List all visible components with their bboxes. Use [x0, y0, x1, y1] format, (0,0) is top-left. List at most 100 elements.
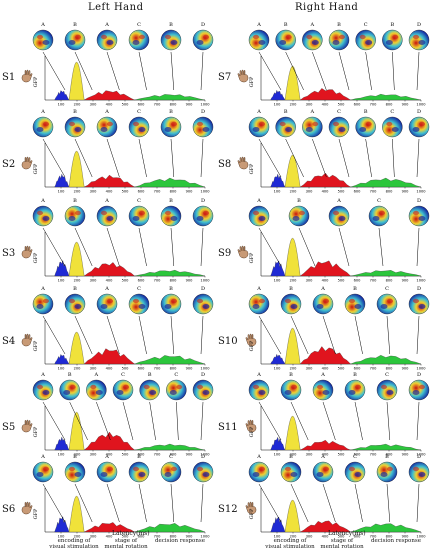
- topomap-letter: B: [364, 109, 368, 115]
- subject-panel-s3: S3 A B A C B D GFP 100 200 300 400 500 600 700 800 900 10…: [0, 196, 214, 282]
- topomap-letter: B: [148, 372, 152, 378]
- pointer-arrow: [338, 138, 350, 178]
- pointer-arrow: [290, 401, 309, 441]
- topomap-letter: A: [94, 372, 99, 378]
- segment-yellow: [68, 61, 85, 101]
- topomap-0: [248, 379, 270, 401]
- latency-label: Latency(ms): [112, 530, 150, 537]
- topomap-letter: B: [169, 109, 173, 115]
- segment-green: [134, 523, 206, 533]
- x-tick-label: 400: [322, 453, 330, 457]
- topomap-3: [344, 379, 366, 401]
- pointer-arrow: [106, 51, 120, 91]
- subject-panel-s2: S2 A B A C B D GFP 100 200 300 400 500 600 700 800 900 10…: [0, 107, 214, 193]
- topomap-3: [344, 293, 366, 315]
- segment-yellow: [284, 154, 301, 188]
- subject-panel-s12: S12 A B A C B D GFP 100 200 300 400 500 600 700 800 900 1…: [216, 452, 430, 538]
- segment-blue: [270, 260, 286, 277]
- segment-yellow: [68, 495, 85, 533]
- pointer-arrow: [312, 51, 327, 91]
- pointer-arrow: [258, 483, 282, 523]
- pointer-arrow: [258, 51, 282, 91]
- pointer-arrow: [365, 51, 372, 91]
- pointer-arrow: [122, 401, 134, 441]
- pointer-arrow: [138, 227, 147, 267]
- x-tick-label: 200: [290, 535, 298, 539]
- right-hand-header: Right Hand: [295, 2, 359, 13]
- topomap-2: [96, 29, 118, 51]
- topomap-letter: C: [137, 109, 141, 115]
- x-tick-label: 1000: [416, 279, 426, 283]
- x-tick-label: 500: [122, 367, 130, 371]
- pointer-arrow: [365, 138, 372, 178]
- pointer-arrow: [138, 483, 147, 523]
- topomap-letter: A: [310, 109, 315, 115]
- x-tick-label: 700: [370, 190, 378, 194]
- segment-yellow: [284, 327, 301, 365]
- pointer-arrow: [170, 51, 175, 91]
- pointer-arrow: [170, 227, 175, 267]
- topomap-0: [248, 205, 270, 227]
- topomap-2: [302, 29, 323, 51]
- topomap-letter: B: [73, 109, 77, 115]
- topomap-5: [192, 29, 214, 51]
- topomap-4: [160, 293, 182, 315]
- topomap-1: [64, 29, 86, 51]
- pointer-arrow: [74, 227, 93, 267]
- topomap-letter: C: [174, 372, 178, 378]
- topomap-0: [32, 461, 54, 483]
- topomap-1: [64, 205, 86, 227]
- x-tick-label: 200: [74, 103, 82, 107]
- pointer-arrow: [386, 483, 391, 523]
- topomap-2: [86, 379, 107, 401]
- pointer-arrow: [285, 138, 304, 178]
- x-tick-label: 600: [354, 103, 362, 107]
- x-tick-label: 700: [154, 367, 162, 371]
- topomap-letter: C: [169, 454, 173, 460]
- topomap-4: [408, 205, 430, 227]
- pointer-arrow: [378, 227, 384, 267]
- subject-label: S4: [2, 336, 16, 347]
- segment-green: [134, 443, 206, 451]
- y-axis-label: GFP: [249, 252, 255, 263]
- topomap-6: [192, 379, 214, 401]
- x-tick-label: 700: [154, 535, 162, 539]
- topomap-letter: A: [104, 109, 109, 115]
- topomap-letter: B: [284, 22, 288, 28]
- x-tick-label: 800: [386, 535, 394, 539]
- gfp-chart: A B A B C D GFP 100 200 300 400 500 600 700 800 900 1000: [32, 454, 214, 539]
- x-tick-label: 500: [338, 279, 346, 283]
- pointer-arrow: [285, 51, 304, 91]
- x-tick-label: 500: [122, 190, 130, 194]
- x-tick-label: 800: [170, 453, 178, 457]
- topomap-0: [32, 293, 54, 315]
- hand-icon: [20, 244, 34, 263]
- gfp-chart: A B A C B D GFP 100 200 300 400 500 600 700 800 900 1000: [32, 22, 214, 107]
- topomap-0: [32, 379, 54, 401]
- topomap-0: [248, 293, 270, 315]
- y-axis-label: GFP: [249, 163, 255, 174]
- x-tick-label: 1000: [200, 367, 210, 371]
- subject-panel-s8: S8 A B A C B C D GFP 100 200 300 400 500 600 700 800 900 1…: [216, 107, 430, 193]
- x-tick-label: 900: [186, 535, 194, 539]
- topomap-letter: B: [390, 22, 394, 28]
- pointer-arrow: [338, 227, 350, 267]
- hand-icon: [20, 500, 34, 519]
- topomap-0: [32, 29, 54, 51]
- hand-icon: [236, 68, 250, 87]
- segment-blue: [270, 516, 286, 533]
- pointer-arrow: [42, 51, 66, 91]
- x-tick-label: 900: [186, 279, 194, 283]
- pointer-arrow: [106, 315, 120, 355]
- x-tick-label: 100: [58, 190, 66, 194]
- pointer-arrow: [170, 483, 175, 523]
- topomap-3: [128, 29, 150, 51]
- x-tick-label: 400: [322, 535, 330, 539]
- gfp-chart: A B A C B D GFP 100 200 300 400 500 600 700 800 900 1000: [248, 454, 430, 539]
- subject-label: S3: [2, 248, 16, 259]
- segment-blue: [54, 436, 70, 451]
- pointer-arrow: [42, 227, 66, 267]
- pointer-arrow: [200, 401, 204, 441]
- x-tick-label: 300: [90, 453, 98, 457]
- x-tick-label: 600: [138, 279, 146, 283]
